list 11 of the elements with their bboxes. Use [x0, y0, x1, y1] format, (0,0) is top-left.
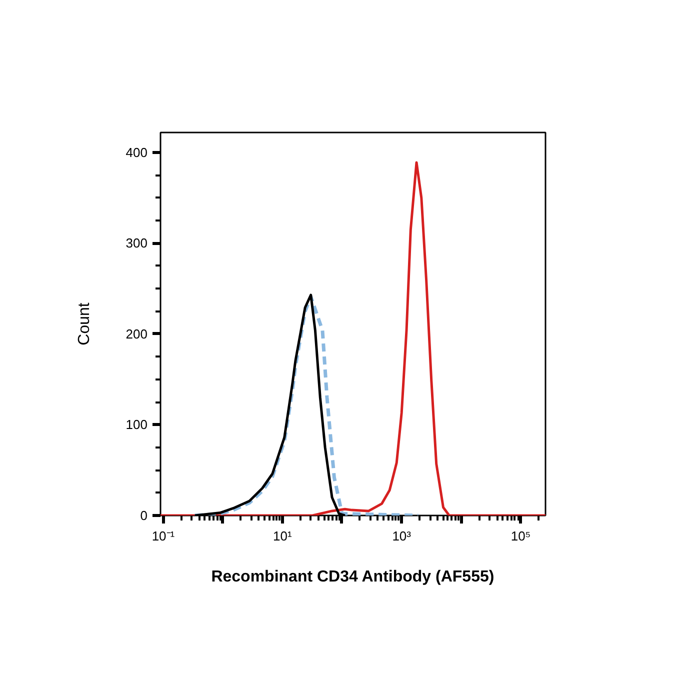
x-tick-label: 10⁵ [510, 528, 531, 544]
x-axis-title: Recombinant CD34 Antibody (AF555) [211, 568, 494, 586]
y-tick-label: 100 [126, 417, 148, 432]
x-tick-label: 10⁻¹ [152, 528, 176, 544]
x-tick-label: 10³ [392, 528, 412, 544]
y-tick-label: 400 [126, 144, 148, 160]
x-tick-label: 10¹ [273, 528, 292, 544]
y-tick-label: 300 [126, 236, 148, 251]
y-tick-label: 0 [140, 508, 148, 523]
y-axis-title: Count [76, 302, 93, 346]
y-tick-label: 200 [126, 326, 148, 342]
